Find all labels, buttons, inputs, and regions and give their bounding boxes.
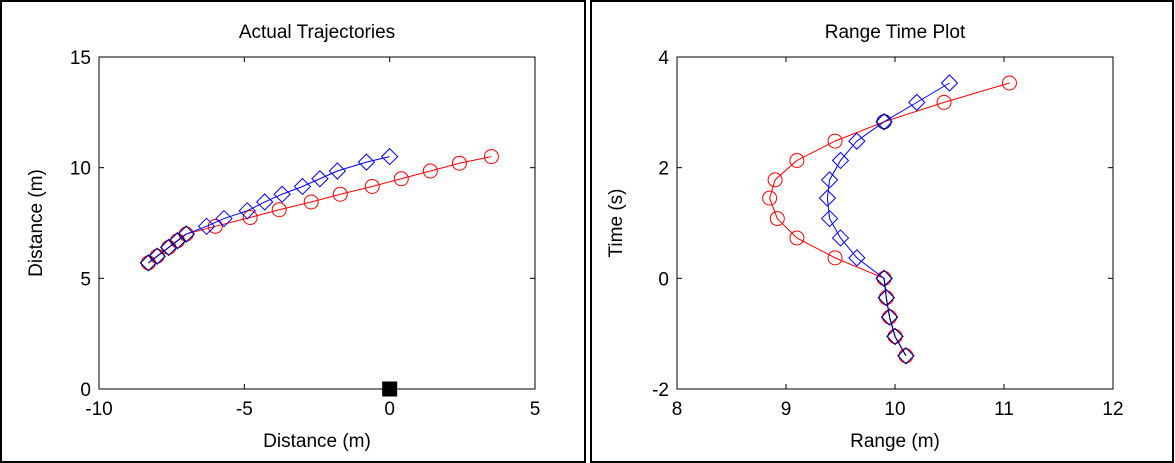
range-time-series-2-point — [875, 269, 893, 288]
range-time-series-1-point — [908, 93, 926, 112]
range-time-series-1-point — [820, 171, 839, 189]
range-time-x-tick-label: 9 — [781, 399, 792, 420]
trajectory-y-tick-label: 10 — [70, 159, 91, 180]
trajectory-series-0-point — [451, 155, 467, 171]
range-time-series-1-point — [831, 151, 850, 170]
range-time-x-tick-label: 12 — [1102, 399, 1123, 420]
range-time-series-3-point — [876, 114, 892, 130]
range-time-series-0-point — [882, 309, 898, 325]
trajectory-series-1-point — [328, 162, 347, 180]
range-time-series-0-point — [789, 152, 805, 168]
trajectory-series-1-point — [273, 185, 291, 203]
range-time-series-0-point — [789, 230, 805, 246]
trajectory-series-1-point — [311, 170, 329, 188]
trajectory-series-1-point — [357, 153, 376, 171]
trajectory-series-2-point — [177, 225, 195, 243]
range-time-x-tick-label: 10 — [884, 399, 905, 420]
trajectory-series-2-point — [148, 247, 166, 265]
range-time-series-2-point — [897, 347, 915, 365]
trajectory-series-1-point — [197, 217, 216, 236]
range-time-series-0-point — [769, 211, 785, 227]
range-time-plot-area — [676, 56, 1114, 390]
range-time-y-axis-label: Time (s) — [606, 189, 627, 258]
trajectory-series-0-point — [332, 186, 348, 202]
range-time-series-1-point — [875, 113, 893, 131]
trajectory-y-tick-label: 0 — [80, 380, 91, 401]
range-time-series-1-point — [940, 74, 959, 92]
range-time-series-2-line — [883, 278, 907, 357]
trajectory-y-tick-label: 15 — [70, 48, 91, 69]
trajectory-plot-title: Actual Trajectories — [239, 22, 395, 43]
range-time-series-0-point — [878, 290, 894, 306]
range-time-marks — [762, 74, 1017, 365]
trajectory-x-tick-label: 0 — [384, 399, 395, 420]
range-time-series-0-point — [827, 133, 843, 149]
range-time-series-0-point — [762, 190, 778, 206]
trajectory-series-0-point — [393, 171, 409, 187]
range-time-y-tick-label: 4 — [658, 48, 669, 69]
range-time-ticks: 8 9 10 11 12 -2 0 2 4 — [652, 48, 1123, 420]
range-time-series-0-point — [887, 328, 903, 344]
trajectory-series-0-point — [303, 194, 319, 210]
range-time-plot: Range Time Plot Range (m) Time (s) 8 9 10 1… — [606, 22, 1124, 452]
range-time-x-axis-label: Range (m) — [850, 431, 940, 452]
range-time-series-0-point — [898, 348, 914, 364]
range-time-series-2-point — [877, 288, 895, 307]
trajectory-plot-area — [98, 56, 536, 390]
range-time-series-0-point — [876, 270, 892, 286]
range-time-series-1-point — [831, 229, 850, 247]
range-time-y-tick-label: 2 — [658, 159, 669, 180]
trajectory-ticks: -10 -5 0 5 0 5 10 15 — [70, 48, 540, 420]
trajectory-series-0-point — [364, 178, 380, 194]
range-time-x-tick-label: 8 — [672, 399, 683, 420]
range-time-x-tick-label: 11 — [994, 399, 1014, 420]
trajectory-y-axis-label: Distance (m) — [26, 169, 47, 277]
trajectory-x-tick-label: 5 — [530, 399, 541, 420]
trajectory-series-1-point — [293, 177, 312, 196]
trajectory-x-tick-label: -10 — [85, 399, 112, 420]
trajectory-series-2-line — [148, 233, 187, 264]
range-time-series-1-point — [848, 132, 866, 150]
trajectory-series-1-point — [238, 202, 256, 220]
trajectory-series-3-point — [382, 381, 398, 397]
range-time-plot-title: Range Time Plot — [825, 22, 966, 43]
trajectory-x-axis-label: Distance (m) — [263, 431, 371, 452]
range-time-series-1-point — [848, 249, 866, 267]
trajectory-y-tick-label: 5 — [80, 269, 91, 290]
range-time-y-tick-label: -2 — [652, 380, 669, 401]
range-time-y-tick-label: 0 — [658, 269, 669, 290]
trajectory-series-1-point — [380, 147, 399, 166]
trajectory-series-0-point — [271, 202, 287, 218]
trajectory-series-0-point — [483, 149, 499, 165]
trajectory-x-tick-label: -5 — [236, 399, 253, 420]
trajectory-series-1-point — [255, 193, 274, 211]
range-time-series-2-point — [886, 327, 904, 346]
range-time-series-0-point — [827, 250, 843, 266]
trajectory-series-1-point — [215, 209, 233, 228]
trajectory-series-0-point — [422, 163, 438, 179]
range-time-series-0-point — [1001, 75, 1017, 91]
trajectory-marks — [139, 147, 499, 397]
range-time-series-0-point — [936, 94, 952, 110]
right-panel-frame — [590, 0, 1174, 463]
range-time-series-2-point — [880, 308, 899, 326]
range-time-series-0-point — [767, 172, 783, 188]
trajectory-series-0-point — [242, 209, 258, 225]
left-panel-frame — [0, 0, 586, 463]
range-time-series-1-point — [818, 189, 837, 207]
trajectory-series-0-point — [207, 218, 223, 234]
trajectory-plot: Actual Trajectories Distance (m) Distanc… — [26, 22, 540, 452]
range-time-series-1-point — [820, 209, 839, 228]
